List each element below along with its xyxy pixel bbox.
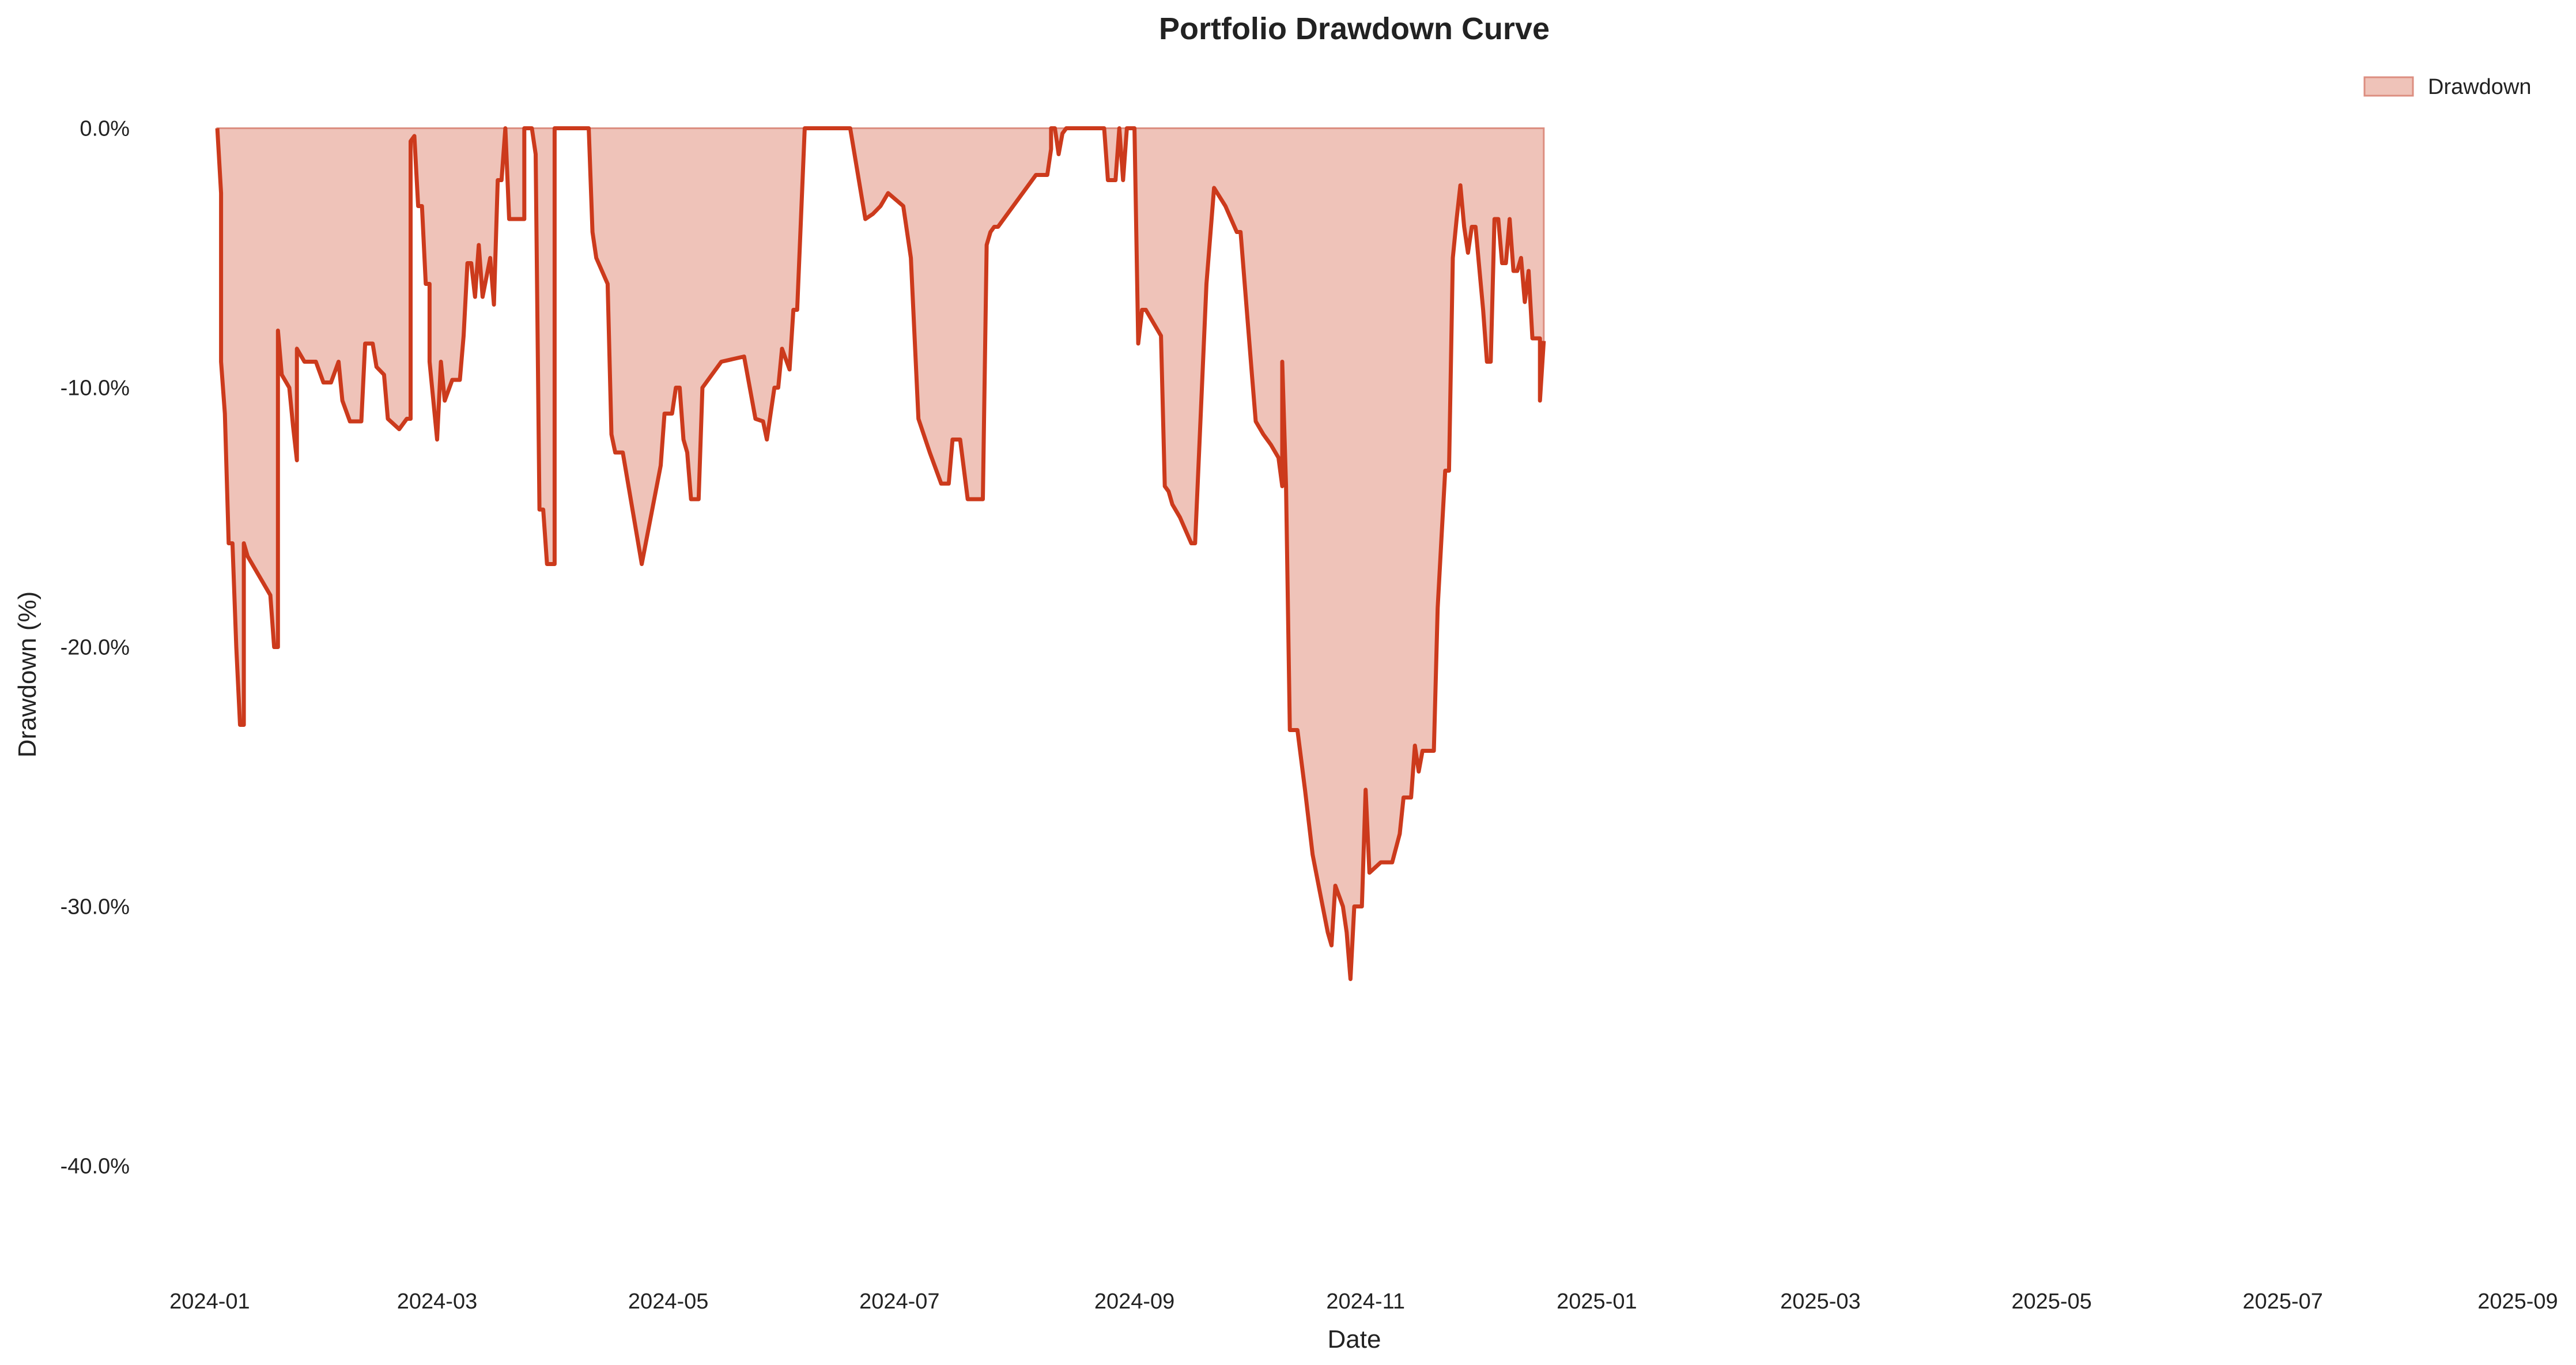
drawdown-area bbox=[216, 127, 1545, 979]
x-tick-label: 2024-11 bbox=[1326, 1289, 1405, 1314]
y-tick-label: -40.0% bbox=[61, 1155, 130, 1179]
x-tick-label: 2024-05 bbox=[628, 1289, 708, 1314]
x-tick-label: 2024-09 bbox=[1094, 1289, 1174, 1314]
drawdown-line bbox=[215, 126, 1546, 981]
y-axis-label: Drawdown (%) bbox=[13, 591, 41, 758]
chart-title: Portfolio Drawdown Curve bbox=[1159, 12, 1550, 46]
x-tick-label: 2024-01 bbox=[169, 1289, 250, 1314]
x-tick-label: 2025-01 bbox=[1557, 1289, 1637, 1314]
x-tick-label: 2025-09 bbox=[2477, 1289, 2558, 1314]
legend-swatch bbox=[2363, 76, 2414, 97]
x-tick-label: 2025-07 bbox=[2242, 1289, 2322, 1314]
y-tick-label: -20.0% bbox=[61, 636, 130, 660]
legend: Drawdown bbox=[2363, 75, 2532, 99]
x-tick-label: 2025-03 bbox=[1780, 1289, 1860, 1314]
x-axis-ticks: 2024-01 2024-03 2024-05 2024-07 2024-09 2024-… bbox=[169, 1289, 2558, 1314]
y-tick-label: -10.0% bbox=[61, 376, 130, 401]
x-axis-label: Date bbox=[1328, 1325, 1381, 1353]
x-tick-label: 2024-07 bbox=[859, 1289, 939, 1314]
x-tick-label: 2025-05 bbox=[2011, 1289, 2091, 1314]
plot-area bbox=[215, 126, 1546, 981]
y-axis-ticks: 0.0% -10.0% -20.0% -30.0% -40.0% bbox=[61, 117, 130, 1179]
legend-label: Drawdown bbox=[2428, 75, 2532, 99]
x-tick-label: 2024-03 bbox=[397, 1289, 477, 1314]
y-tick-label: -30.0% bbox=[61, 895, 130, 919]
y-tick-label: 0.0% bbox=[80, 117, 130, 141]
